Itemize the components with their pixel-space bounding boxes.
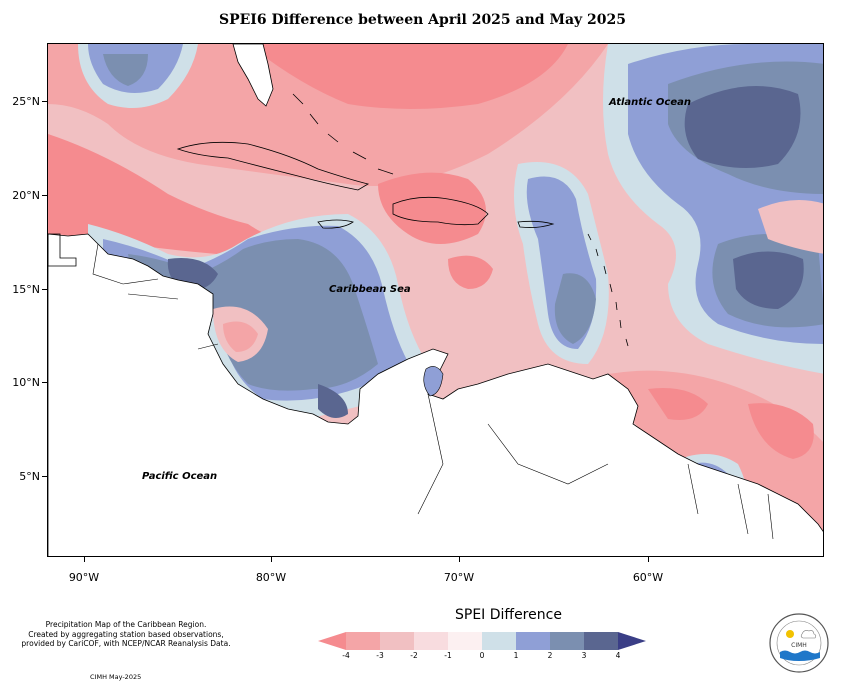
spei-map [47,43,824,557]
legend-swatch [346,632,380,650]
legend-tick-label: 1 [513,651,519,660]
lat-tick [42,101,47,102]
legend-tick-label: 4 [615,651,621,660]
lat-tick [42,195,47,196]
lon-label-60w: 60°W [632,571,664,584]
credit-line-1: Precipitation Map of the Caribbean Regio… [45,620,207,629]
legend-swatch [380,632,414,650]
lat-tick [42,289,47,290]
lat-tick [42,382,47,383]
legend-arrow-left [318,632,346,650]
legend-tick-label: 0 [479,651,485,660]
lon-tick [459,557,460,562]
lat-label-20n: 20°N [12,189,40,202]
svg-text:CIMH: CIMH [791,642,807,649]
legend-swatch [414,632,448,650]
lon-tick [84,557,85,562]
legend-tick-label: -3 [376,651,384,660]
legend-swatch [448,632,482,650]
map-title: SPEI6 Difference between April 2025 and … [218,12,626,28]
legend-swatch [482,632,516,650]
lon-label-90w: 90°W [68,571,100,584]
pacific-ocean-label: Pacific Ocean [142,471,218,482]
legend-tick-label: -1 [444,651,452,660]
lon-label-80w: 80°W [255,571,287,584]
legend-title: SPEI Difference [455,607,562,623]
credit-line-3: provided by CariCOF, with NCEP/NCAR Rean… [21,639,231,648]
caribbean-sea-label: Caribbean Sea [329,284,411,295]
legend-arrow-right [618,632,646,650]
lat-label-5n: 5°N [19,470,40,483]
lon-tick [648,557,649,562]
legend-swatch [516,632,550,650]
lat-tick [42,476,47,477]
credit-line-2: Created by aggregating station based obs… [28,629,224,639]
cimh-logo: CIMH [769,613,829,673]
legend-swatch [550,632,584,650]
atlantic-ocean-label: Atlantic Ocean [609,97,691,108]
lon-label-70w: 70°W [443,571,475,584]
legend-swatch [584,632,618,650]
credit-block: Precipitation Map of the Caribbean Regio… [6,620,246,649]
lon-tick [271,557,272,562]
lat-label-25n: 25°N [12,95,40,108]
legend-tick-label: -4 [342,651,350,660]
cloud-icon [800,630,817,639]
legend-tick-label: 3 [581,651,587,660]
lat-label-10n: 10°N [12,376,40,389]
spei-field-svg [48,44,823,556]
legend-colorbar [318,632,646,650]
lat-label-15n: 15°N [12,283,40,296]
legend-tick-label: -2 [410,651,418,660]
legend-tick-label: 2 [547,651,553,660]
credit-date: CIMH May-2025 [90,673,142,681]
water-icon [780,650,820,661]
sun-icon [786,630,794,638]
